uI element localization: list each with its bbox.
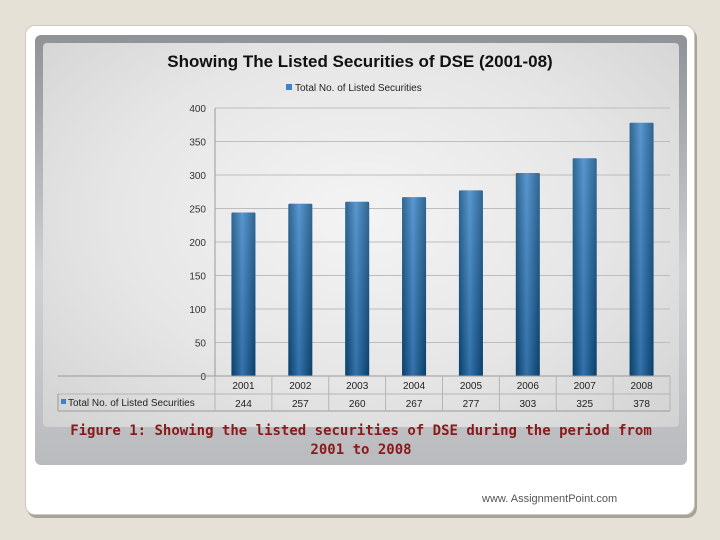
caption-line-2: 2001 to 2008 [310, 442, 412, 458]
data-table-value: 260 [349, 399, 366, 410]
data-table-value: 244 [235, 399, 252, 410]
bar-shade [458, 190, 483, 376]
bar-shade [231, 212, 256, 376]
data-table-value: 325 [576, 399, 593, 410]
bar-shade [288, 203, 313, 376]
y-tick-label: 100 [189, 305, 206, 316]
data-table-row-label: Total No. of Listed Securities [68, 398, 195, 409]
y-tick-label: 50 [195, 339, 207, 350]
x-tick-label: 2006 [517, 381, 540, 392]
chart-title: Showing The Listed Securities of DSE (20… [167, 52, 552, 71]
y-tick-label: 150 [189, 272, 206, 283]
x-tick-label: 2002 [289, 381, 312, 392]
y-tick-label: 350 [189, 138, 206, 149]
x-tick-label: 2004 [403, 381, 426, 392]
y-tick-label: 250 [189, 205, 206, 216]
data-table-value: 267 [406, 399, 423, 410]
bar-shade [572, 158, 597, 376]
y-tick-label: 300 [189, 171, 206, 182]
footer-url: www. AssignmentPoint.com [482, 493, 618, 505]
x-tick-label: 2003 [346, 381, 369, 392]
data-table-value: 257 [292, 399, 309, 410]
bar-shade [402, 197, 427, 376]
bar-shade [515, 172, 540, 376]
y-tick-label: 400 [189, 104, 206, 115]
bar-shade [629, 122, 654, 377]
y-tick-label: 200 [189, 238, 206, 249]
y-tick-label: 0 [200, 372, 206, 383]
data-table-value: 277 [463, 399, 480, 410]
data-table-value: 378 [633, 399, 650, 410]
x-tick-label: 2008 [630, 381, 653, 392]
bar-shade [345, 201, 370, 376]
legend-label: Total No. of Listed Securities [295, 83, 422, 94]
legend-swatch [286, 84, 292, 90]
x-tick-label: 2001 [232, 381, 255, 392]
x-tick-label: 2007 [574, 381, 597, 392]
figure-caption: Figure 1: Showing the listed securities … [35, 422, 687, 460]
data-table-value: 303 [519, 399, 536, 410]
x-tick-label: 2005 [460, 381, 483, 392]
caption-line-1: Figure 1: Showing the listed securities … [70, 423, 652, 439]
table-legend-swatch [61, 399, 66, 404]
